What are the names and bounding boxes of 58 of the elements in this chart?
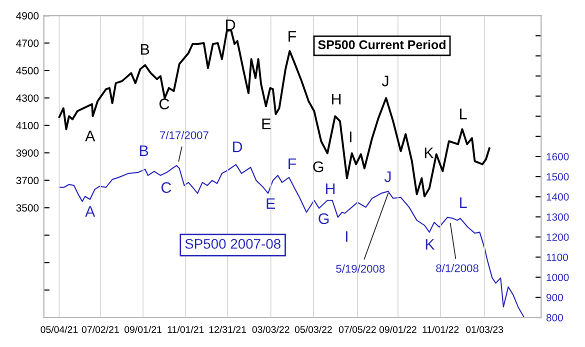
annotation: D [233, 142, 242, 152]
y2-tick-label: 1600 [546, 153, 569, 160]
annotation: A [85, 206, 96, 217]
annotation: 8/1/2008 [436, 264, 478, 272]
annotation: I [346, 231, 348, 242]
annotation: C [161, 182, 172, 193]
text: SP500 2007-08 [185, 238, 280, 249]
line-series [58, 29, 490, 198]
annotation: E [266, 198, 276, 209]
annotation: G [313, 161, 324, 172]
y-tick-label: 3500 [16, 204, 39, 212]
annotation: B [140, 44, 150, 55]
y2-tick-label: 1400 [546, 193, 569, 201]
annotation: 7/17/2007 [160, 131, 208, 140]
x-tick-label: 03/03/22 [252, 326, 290, 333]
y-tick-label: 4300 [16, 94, 39, 102]
y2-tick-label: 800 [546, 314, 563, 322]
x-tick-label: 01/03/23 [466, 326, 504, 333]
x-tick-label: 09/01/21 [124, 326, 162, 333]
x-tick-label: 07/02/21 [82, 326, 119, 333]
x-tick-label: 11/01/21 [168, 326, 204, 333]
annotation: L [460, 108, 467, 120]
y-tick-label: 4900 [16, 12, 39, 20]
x-tick-label: 11/01/22 [422, 326, 459, 333]
y-tick-label: 3700 [16, 176, 39, 184]
x-tick-label: 05/03/22 [294, 326, 332, 333]
y-tick-label: 4700 [16, 40, 39, 47]
annotation: B [140, 146, 148, 156]
y2-tick-label: 900 [546, 294, 563, 302]
y2-tick-label: 1000 [546, 274, 569, 282]
y2-tick-label: 1300 [546, 213, 569, 221]
annotation: H [326, 184, 335, 194]
x-tick-label: 09/01/22 [379, 326, 416, 333]
annotation: F [288, 158, 296, 169]
y2-tick-label: 1100 [546, 254, 568, 262]
x-tick-label: 07/05/22 [338, 326, 376, 333]
annotation: J [384, 171, 391, 182]
y-tick-label: 3900 [16, 149, 39, 157]
text: SP500 Current Period [318, 40, 446, 50]
annotation: A [85, 130, 96, 142]
annotation: D [226, 20, 236, 30]
annotation: I [350, 132, 352, 142]
annotation: G [318, 213, 329, 224]
y2-tick-label: 1500 [546, 173, 569, 180]
annotation: J [382, 76, 388, 86]
annotation: L [460, 197, 467, 208]
y2-tick-label: 1200 [546, 234, 569, 241]
annotation: C [159, 98, 170, 110]
annotation: K [424, 148, 434, 158]
y-tick-label: 4500 [16, 67, 39, 74]
annotation: F [288, 31, 296, 42]
annotation: K [426, 239, 435, 250]
x-tick-label: 12/31/21 [209, 326, 246, 333]
x-tick-label: 05/04/21 [40, 326, 78, 333]
annotation: 5/19/2008 [336, 264, 385, 273]
y-tick-label: 4100 [16, 122, 39, 130]
annotation: H [332, 94, 341, 104]
annotation: E [262, 118, 271, 130]
